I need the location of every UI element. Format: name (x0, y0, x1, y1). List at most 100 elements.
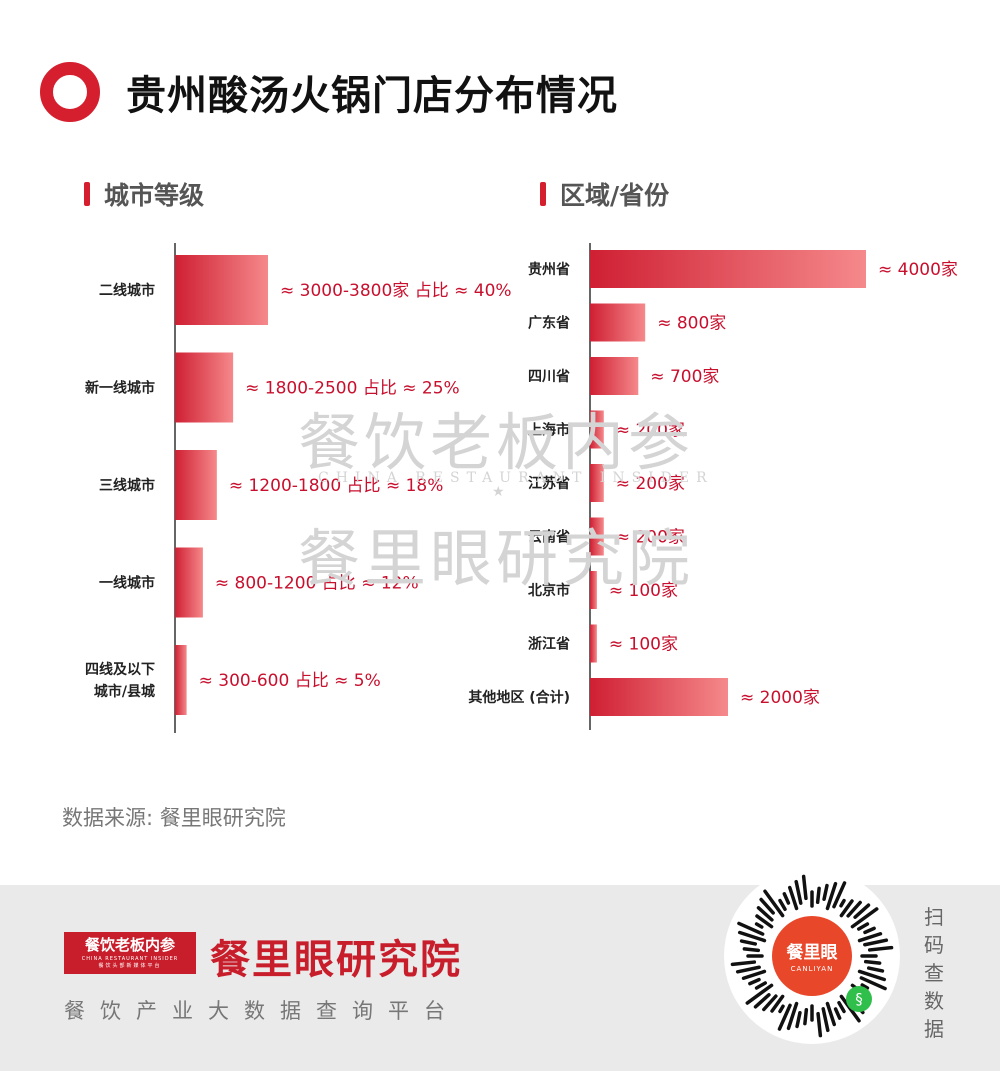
section-title-city-tier: 城市等级 (104, 181, 205, 210)
qr-ray (839, 899, 854, 918)
logo-en-text: CHINA RESTAURANT INSIDER (81, 956, 179, 962)
qr-center-logo: 餐里眼 CANLIYAN (772, 916, 852, 996)
bar (590, 357, 639, 395)
qr-ray (863, 959, 882, 965)
qr-ray (770, 994, 785, 1013)
category-label: 新一线城市 (85, 380, 155, 397)
section-marker (84, 182, 90, 206)
qr-logo-text: 餐里眼 (786, 943, 838, 963)
page-title: 贵州酸汤火锅门店分布情况 (126, 73, 618, 119)
category-label: 四川省 (528, 368, 570, 385)
qr-ray (730, 960, 757, 967)
qr-ray (822, 883, 829, 902)
data-label: ≈ 1800-2500 占比 ≈ 25% (245, 379, 460, 399)
category-label: 贵州省 (528, 261, 570, 278)
category-label: 浙江省 (528, 636, 570, 653)
qr-ray (832, 881, 847, 909)
watermark-sub: CHINA RESTAURANT INSIDER (318, 470, 714, 486)
qr-ray (867, 945, 894, 952)
chart-canvas: 二线城市 ≈ 3000-3800家 占比 ≈ 40% 新一线城市 ≈ 1800-250… (85, 243, 958, 733)
bar (590, 571, 597, 609)
logo-main-text: 餐饮老板内参 (84, 936, 175, 954)
qr-ray (833, 1007, 842, 1020)
data-source: 数据来源: 餐里眼研究院 (62, 806, 286, 830)
qr-ray (739, 939, 758, 946)
qr-ray (837, 1001, 846, 1014)
mini-program-icon: § (846, 986, 872, 1012)
qr-ray (753, 993, 771, 1009)
category-label: 其他地区 (合计) (468, 689, 570, 706)
logo: 餐饮老板内参 CHINA RESTAURANT INSIDER 餐饮头部新媒体平… (64, 932, 196, 974)
qr-ray (778, 898, 787, 911)
category-label: 四线及以下 (85, 661, 155, 678)
category-label: 二线城市 (99, 282, 155, 299)
data-label: ≈ 200家 (616, 528, 685, 548)
title-block: 贵州酸汤火锅门店分布情况 (40, 62, 618, 122)
data-label: ≈ 100家 (609, 581, 678, 601)
data-label: ≈ 200家 (616, 421, 685, 441)
qr-ray (857, 922, 870, 931)
bar (175, 547, 203, 618)
qr-ray (816, 1011, 823, 1038)
qr-ray (742, 947, 761, 953)
qr-ray (745, 983, 774, 1005)
qr-ray (866, 966, 885, 973)
bar (590, 678, 728, 716)
qr-ray (859, 976, 887, 991)
bar (175, 450, 217, 520)
slogan: 餐饮产业大数据查询平台 (64, 999, 460, 1023)
data-label: ≈ 100家 (609, 635, 678, 655)
qr-ray (825, 1001, 836, 1027)
section-title-region: 区域/省份 (560, 181, 670, 210)
qr-rays (730, 874, 894, 1038)
qr-ray (755, 914, 774, 929)
data-label: ≈ 700家 (650, 367, 719, 387)
category-label: 北京市 (528, 582, 570, 599)
bar (590, 624, 597, 663)
category-label: 上海市 (528, 422, 570, 439)
qr-ray (748, 977, 761, 986)
qr-ray (846, 900, 862, 918)
qr-ray (853, 903, 871, 919)
qr-ray (863, 938, 889, 947)
qr-ray (850, 907, 879, 929)
bar (175, 645, 187, 715)
watermark-line1: 餐饮老板内参 (298, 406, 695, 479)
qr-ray (782, 892, 791, 905)
scan-hint: 扫码查数据 (924, 905, 944, 1041)
qr-ray (759, 897, 775, 915)
qr-ray (763, 889, 785, 918)
qr-logo-en: CANLIYAN (790, 965, 834, 973)
section-marker (540, 182, 546, 206)
watermark-line2: 餐里眼研究院 (298, 522, 695, 595)
qr-ray (795, 1010, 802, 1029)
category-label: 云南省 (528, 529, 570, 546)
data-label: ≈ 2000家 (740, 688, 820, 708)
qr-ray (741, 969, 767, 980)
qr-ray (801, 874, 808, 901)
data-label: ≈ 300-600 占比 ≈ 5% (199, 671, 381, 691)
watermark-star: ★ (492, 484, 505, 500)
qr-ray (857, 932, 883, 943)
logo-cn-text: 餐饮头部新媒体平台 (98, 963, 162, 969)
bar (590, 517, 604, 556)
qr-ray (762, 994, 778, 1012)
qr-ray (754, 981, 767, 990)
qr-ray (778, 1004, 785, 1014)
section-header-region: 区域/省份 (540, 176, 669, 212)
qr-ray (756, 906, 774, 922)
qr-ray (788, 885, 799, 911)
data-label: ≈ 3000-3800家 占比 ≈ 40% (280, 281, 512, 301)
qr-ray (777, 1003, 792, 1031)
qr-ray (821, 1007, 830, 1033)
bar (590, 250, 866, 288)
data-label: ≈ 200家 (616, 474, 685, 494)
qr-ray (786, 1001, 799, 1031)
category-label: 广东省 (528, 315, 570, 332)
qr-ray (825, 881, 838, 911)
qr-ray (857, 969, 887, 982)
chart-city-tier: 二线城市 ≈ 3000-3800家 占比 ≈ 40% 新一线城市 ≈ 1800-250… (85, 243, 512, 733)
qr-code[interactable]: 餐里眼 CANLIYAN § (724, 868, 900, 1044)
data-label: ≈ 4000家 (878, 260, 958, 280)
